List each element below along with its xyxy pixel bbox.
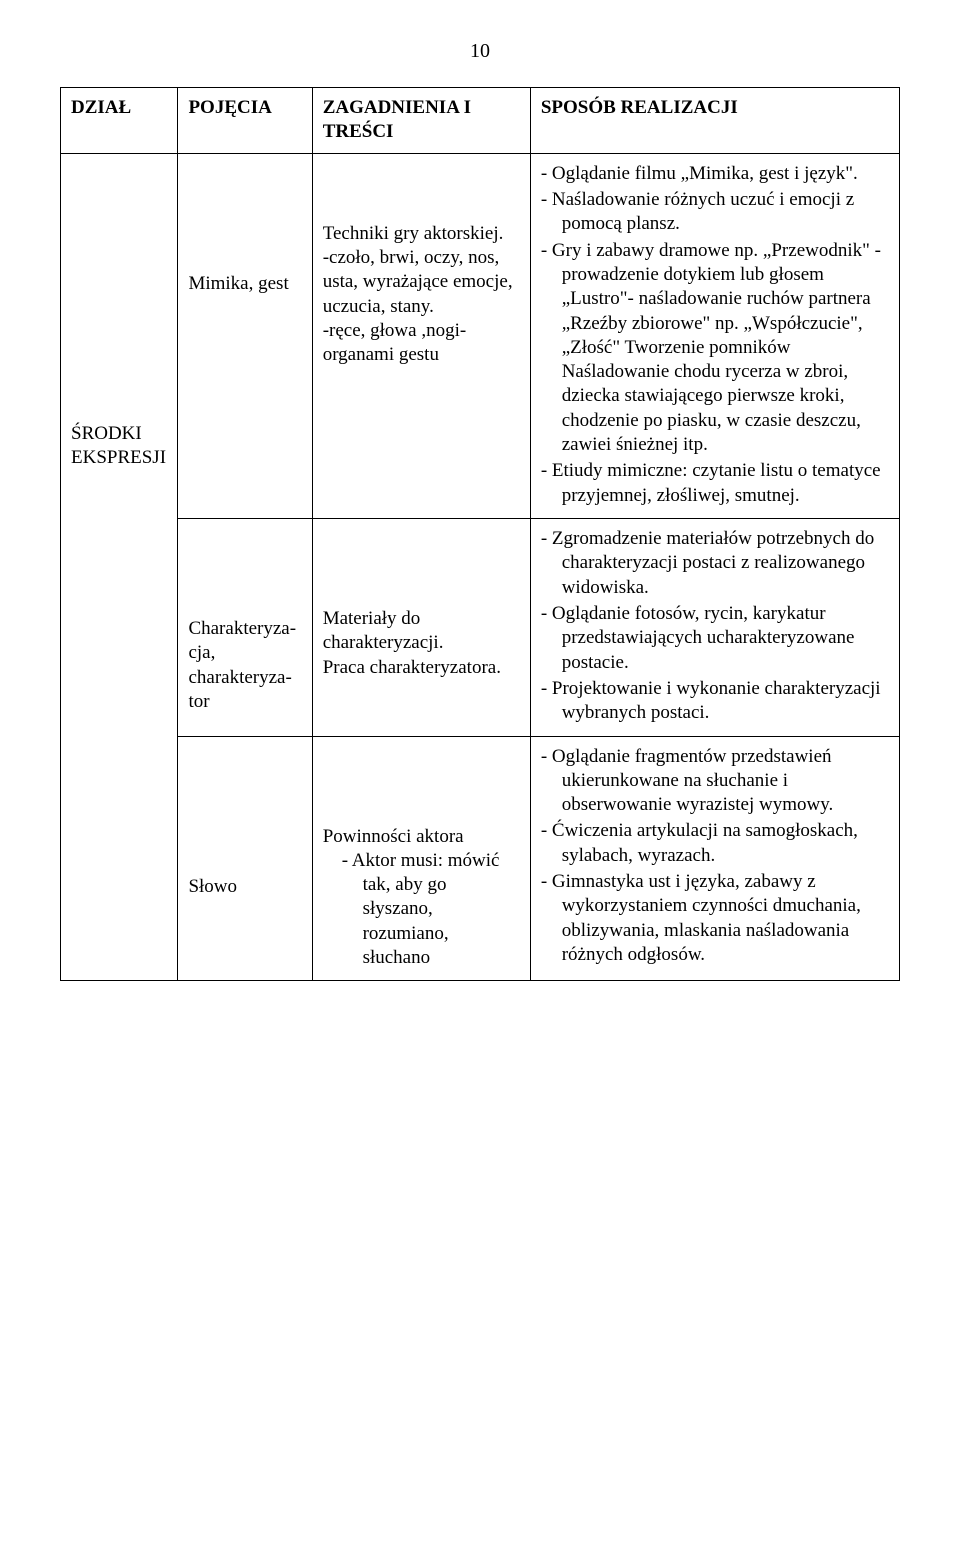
table-row: Charakteryza-cja, charakteryza-tor Mater…	[61, 519, 900, 737]
zagadnienia-cell: Powinności aktora Aktor musi: mówić tak,…	[312, 736, 530, 981]
zagadnienia-line: Praca charakteryzatora.	[323, 656, 520, 680]
zagadnienia-sub-item: Aktor musi: mówić tak, aby go słyszano, …	[342, 849, 520, 971]
zagadnienia-line: -ręce, głowa ,nogi-organami gestu	[323, 319, 520, 368]
pojecia-cell: Mimika, gest	[178, 153, 312, 518]
sposob-item: Projektowanie i wykonanie charakteryzacj…	[541, 677, 889, 726]
sposob-cell: Zgromadzenie materiałów potrzebnych do c…	[530, 519, 899, 737]
sposob-item: Zgromadzenie materiałów potrzebnych do c…	[541, 527, 889, 600]
sposob-item: Oglądanie fragmentów przedstawień ukieru…	[541, 745, 889, 818]
sposob-item: Oglądanie fotosów, rycin, karykatur prze…	[541, 602, 889, 675]
table-row: Słowo Powinności aktora Aktor musi: mówi…	[61, 736, 900, 981]
pojecia-cell: Charakteryza-cja, charakteryza-tor	[178, 519, 312, 737]
sposob-item: Etiudy mimiczne: czytanie listu o tematy…	[541, 459, 889, 508]
pojecia-cell: Słowo	[178, 736, 312, 981]
zagadnienia-line: Materiały do charakteryzacji.	[323, 607, 520, 656]
sposob-item: Gimnastyka ust i języka, zabawy z wykorz…	[541, 870, 889, 967]
header-zagadnienia: ZAGADNIENIA I TREŚCI	[312, 88, 530, 154]
zagadnienia-cell: Techniki gry aktorskiej. -czoło, brwi, o…	[312, 153, 530, 518]
sposob-cell: Oglądanie fragmentów przedstawień ukieru…	[530, 736, 899, 981]
header-sposob: SPOSÓB REALIZACJI	[530, 88, 899, 154]
sposob-item: Ćwiczenia artykulacji na samogłoskach, s…	[541, 819, 889, 868]
page-number: 10	[60, 40, 900, 63]
sposob-cell: Oglądanie filmu „Mimika, gest i język". …	[530, 153, 899, 518]
sposob-item: Gry i zabawy dramowe np. „Przewodnik" -p…	[541, 239, 889, 458]
curriculum-table: DZIAŁ POJĘCIA ZAGADNIENIA I TREŚCI SPOSÓ…	[60, 87, 900, 981]
dzial-cell: ŚRODKI EKSPRESJI	[61, 153, 178, 981]
pojecia-text: Słowo	[188, 876, 237, 897]
zagadnienia-cell: Materiały do charakteryzacji. Praca char…	[312, 519, 530, 737]
zagadnienia-intro: Techniki gry aktorskiej.	[323, 222, 520, 246]
sposob-item: Oglądanie filmu „Mimika, gest i język".	[541, 162, 889, 186]
pojecia-text: Charakteryza-cja, charakteryza-tor	[188, 618, 296, 712]
table-row: ŚRODKI EKSPRESJI Mimika, gest Techniki g…	[61, 153, 900, 518]
dzial-label: ŚRODKI EKSPRESJI	[71, 423, 166, 468]
zagadnienia-intro: Powinności aktora	[323, 825, 520, 849]
header-pojecia: POJĘCIA	[178, 88, 312, 154]
zagadnienia-line: -czoło, brwi, oczy, nos, usta, wyrażając…	[323, 246, 520, 319]
sposob-item: Naśladowanie różnych uczuć i emocji z po…	[541, 188, 889, 237]
header-dzial: DZIAŁ	[61, 88, 178, 154]
pojecia-text: Mimika, gest	[188, 273, 288, 294]
